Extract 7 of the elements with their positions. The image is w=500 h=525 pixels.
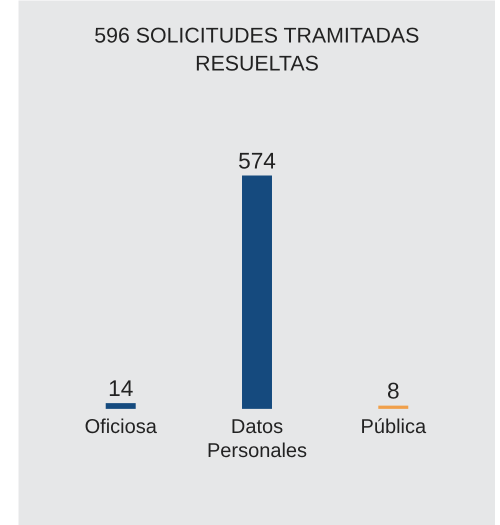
data-label: 8: [386, 378, 400, 404]
data-label: 14: [108, 375, 134, 402]
x-tick-label: Oficiosa: [84, 416, 158, 438]
x-tick-label: Pública: [360, 416, 427, 438]
x-tick-label: Datos Personales: [206, 416, 308, 462]
data-label: 574: [238, 148, 276, 174]
chart-title: 596 SOLICITUDES TRAMITADAS RESUELTAS: [94, 24, 420, 76]
